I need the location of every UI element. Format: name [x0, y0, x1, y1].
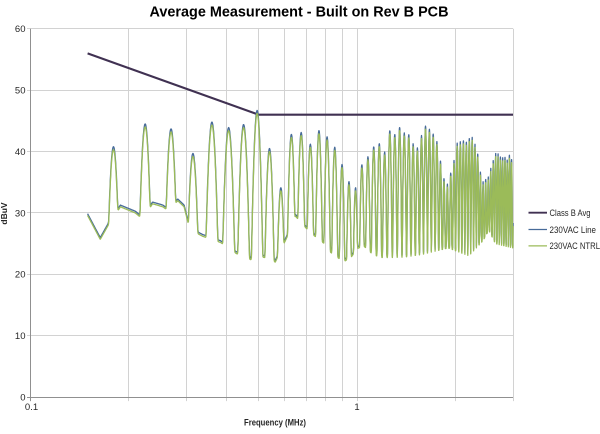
svg-text:50: 50: [15, 86, 26, 97]
svg-text:40: 40: [15, 147, 26, 158]
svg-text:20: 20: [15, 270, 26, 281]
svg-text:Class B Avg: Class B Avg: [550, 208, 591, 219]
svg-text:1: 1: [354, 402, 359, 413]
svg-text:60: 60: [15, 24, 26, 35]
svg-text:Frequency (MHz): Frequency (MHz): [244, 418, 306, 429]
svg-text:Average Measurement - Built on: Average Measurement - Built on Rev B PCB: [150, 4, 449, 21]
svg-text:230VAC Line: 230VAC Line: [550, 225, 597, 236]
svg-text:dBuV: dBuV: [0, 202, 9, 225]
svg-text:230VAC NTRL: 230VAC NTRL: [550, 241, 600, 252]
svg-text:0.1: 0.1: [25, 402, 38, 413]
svg-text:30: 30: [15, 208, 26, 219]
svg-text:10: 10: [15, 331, 26, 342]
